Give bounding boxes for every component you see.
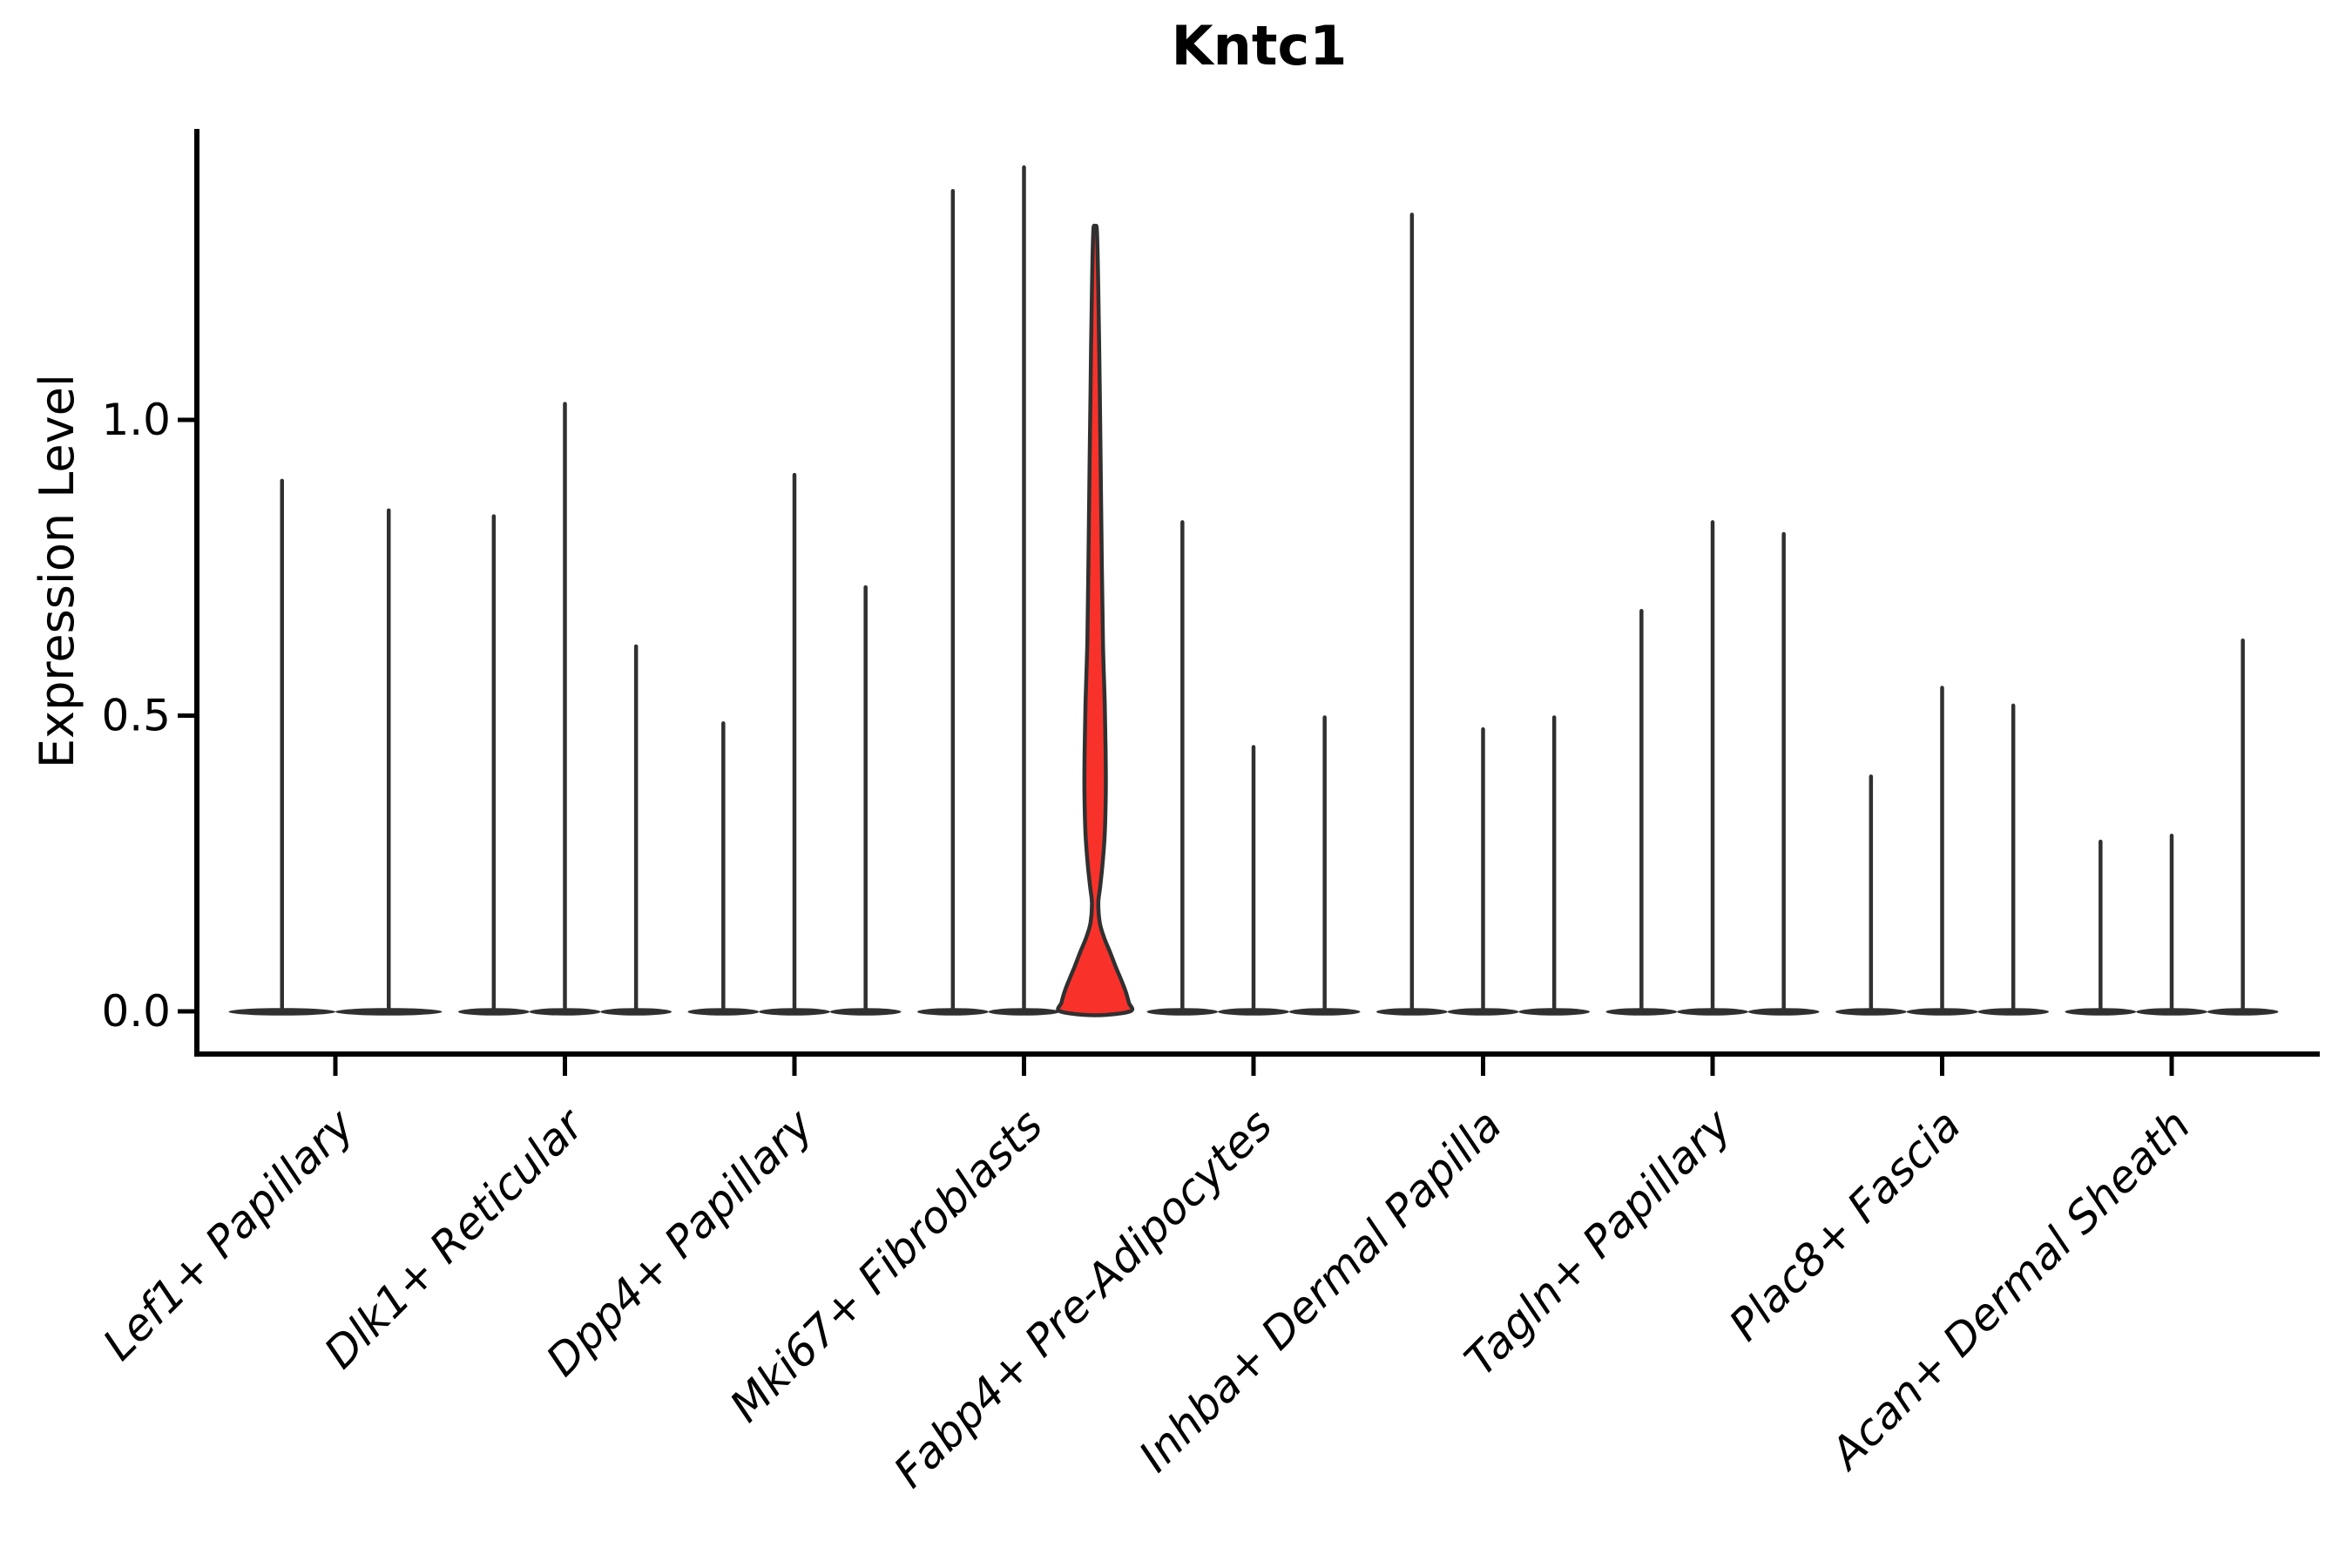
y-tick-label-0: 0.0 — [101, 986, 171, 1037]
highlighted-violin — [1056, 223, 1135, 1017]
x-axis-label-0: Lef1+ Papillary — [93, 1098, 364, 1369]
y-tick-label-1: 0.5 — [101, 691, 171, 741]
chart-title: Kntc1 — [1171, 14, 1348, 78]
x-axis-label-4: Fabp4+ Pre-Adipocytes — [884, 1099, 1282, 1497]
x-axis-label-7: Plac8+ Fascia — [1720, 1099, 1970, 1350]
x-axis-label-5: Inhba+ Dermal Papilla — [1130, 1099, 1511, 1481]
y-tick-label-2: 1.0 — [101, 395, 171, 445]
